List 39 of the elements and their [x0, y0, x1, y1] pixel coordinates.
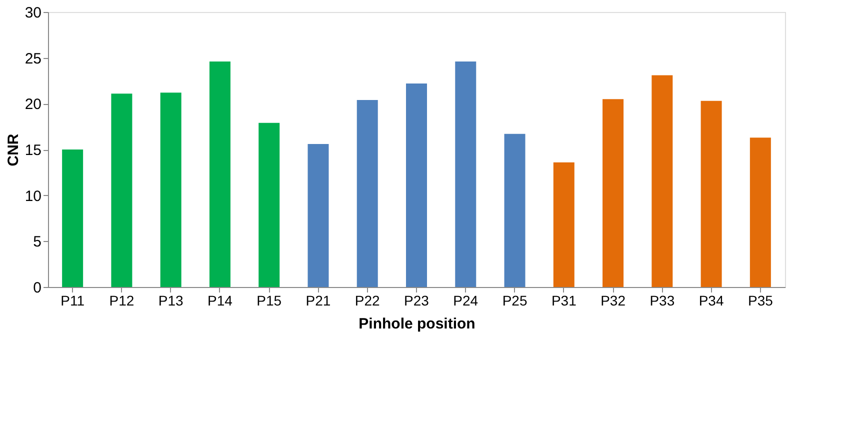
bar [504, 134, 526, 287]
x-tick-label: P15 [256, 292, 282, 308]
x-tick-label: P23 [404, 292, 430, 308]
bar [700, 100, 722, 287]
x-tick-label: P25 [502, 292, 528, 308]
bar [160, 92, 182, 287]
x-tick-label: P22 [354, 292, 380, 308]
bar [652, 75, 673, 287]
bar [750, 138, 771, 287]
x-tick-label: P11 [60, 292, 85, 308]
bar [258, 122, 280, 287]
x-tick-label: P35 [748, 292, 774, 308]
bar [308, 144, 329, 287]
x-tick-label: P32 [600, 292, 626, 308]
y-tick-label: 5 [33, 234, 42, 251]
y-tick-label: 0 [33, 280, 42, 296]
y-tick-label: 25 [24, 50, 42, 68]
x-axis-title: Pinhole position [358, 316, 476, 332]
bar [356, 100, 378, 287]
y-tick-label: 30 [24, 4, 42, 22]
x-tick-label: P14 [208, 292, 233, 308]
bar [209, 62, 230, 287]
y-tick-label: 20 [24, 96, 42, 114]
x-tick-label: P12 [109, 292, 134, 308]
x-tick-label: P13 [158, 292, 184, 308]
bar [553, 162, 574, 287]
y-axis-title: CNR [4, 134, 22, 166]
y-tick-label: 15 [24, 142, 42, 159]
x-tick-label: P31 [551, 292, 577, 308]
bar [406, 84, 427, 287]
bar [62, 150, 84, 287]
x-tick-label: P24 [453, 292, 478, 308]
bar [111, 94, 132, 287]
bar [602, 99, 624, 287]
x-tick-label: P21 [306, 292, 331, 308]
bar [455, 62, 476, 287]
y-tick-label: 10 [24, 188, 42, 205]
x-tick-label: P34 [698, 292, 724, 308]
x-tick-label: P33 [650, 292, 675, 308]
